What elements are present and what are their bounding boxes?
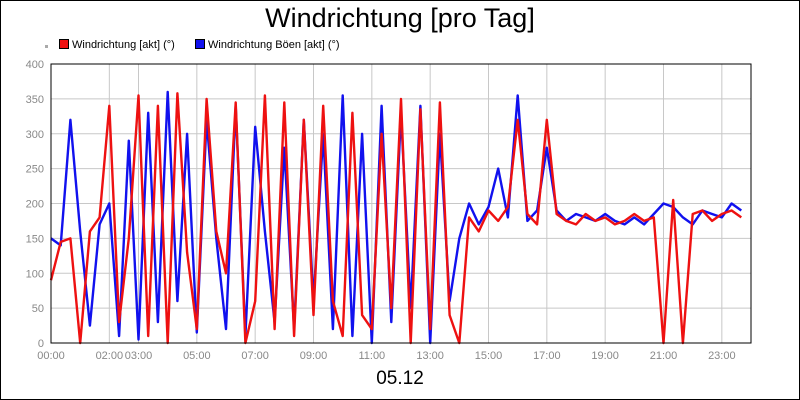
x-tick-label: 17:00 [533,350,561,362]
x-tick-label: 09:00 [300,350,328,362]
series-line-1 [49,92,742,345]
x-axis-caption: 05.12 [376,368,424,389]
legend-item-series-2: Windrichtung Böen [akt] (°) [195,39,340,51]
y-tick-label: 300 [26,129,44,141]
legend-item-series-1: Windrichtung [akt] (°) [59,39,175,51]
x-tick-label: 02:00 [96,350,124,362]
x-tick-label: 05:00 [183,350,211,362]
legend-label-series-2: Windrichtung Böen [akt] (°) [208,39,340,51]
x-tick-label: 23:00 [708,350,736,362]
x-tick-label: 19:00 [591,350,619,362]
chart-title: Windrichtung [pro Tag] [265,3,535,33]
legend-marker-icon [45,45,48,48]
x-tick-label: 07:00 [241,350,269,362]
y-tick-label: 400 [26,59,44,71]
y-tick-label: 250 [26,164,44,176]
x-tick-label: 03:00 [125,350,153,362]
legend-swatch-red [59,39,69,49]
x-tick-label: 13:00 [416,350,444,362]
x-tick-label: 15:00 [475,350,503,362]
y-tick-label: 0 [38,338,44,350]
x-tick-label: 00:00 [37,350,65,362]
x-tick-label: 21:00 [650,350,678,362]
x-tick-label: 11:00 [358,350,385,362]
y-tick-label: 50 [32,303,44,315]
y-tick-label: 200 [26,199,44,211]
legend-swatch-blue [195,39,205,49]
y-tick-label: 150 [26,233,44,245]
y-tick-label: 350 [26,94,44,106]
plot-border [50,63,752,344]
y-tick-label: 100 [26,268,44,280]
legend-label-series-1: Windrichtung [akt] (°) [72,39,175,51]
